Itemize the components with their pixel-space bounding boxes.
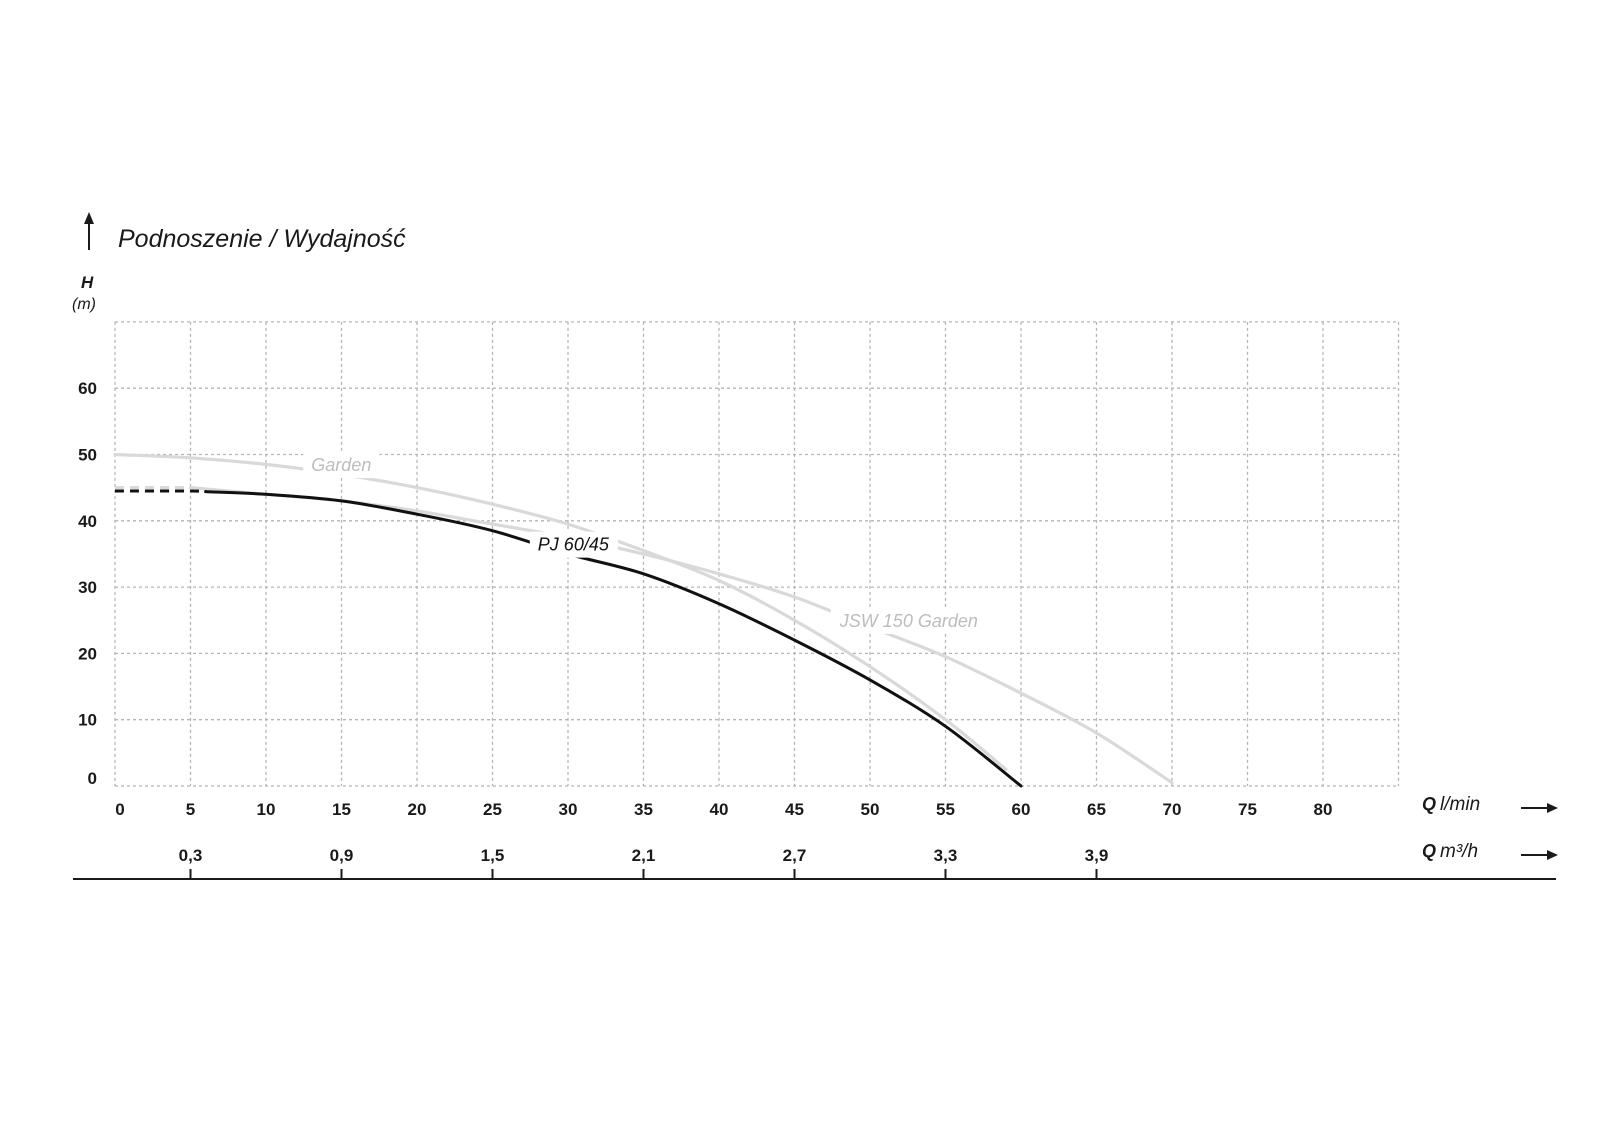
x-tick-label: 25	[483, 800, 502, 819]
x-tick-label: 60	[1012, 800, 1031, 819]
chart-title: Podnoszenie / Wydajność	[118, 225, 406, 253]
x-tick-label: 70	[1163, 800, 1182, 819]
series-jsw-150-garden-line	[188, 486, 1174, 785]
x-tick-label: 65	[1087, 800, 1106, 819]
x-tick-label: 15	[332, 800, 351, 819]
series-label-jsw-150-garden: JSW 150 Garden	[839, 611, 978, 631]
series-label-garden: Garden	[311, 455, 371, 475]
x-tick-label: 0	[115, 800, 124, 819]
x2-tick-label: 2,7	[783, 846, 807, 865]
x-tick-label: 5	[186, 800, 195, 819]
grid	[114, 321, 1400, 787]
x-tick-label: 75	[1238, 800, 1257, 819]
x-axis-arrow-icon	[1521, 803, 1558, 813]
y-tick-label: 60	[78, 379, 97, 398]
x2-tick-labels: 0,3 0,9 1,5 2,1 2,7 3,3 3,9	[179, 846, 1109, 879]
x2-tick-label: 1,5	[481, 846, 505, 865]
x2-tick-label: 3,3	[934, 846, 958, 865]
y-tick-labels: 0 10 20 30 40 50 60	[78, 379, 97, 788]
y-tick-label: 20	[78, 644, 97, 663]
y-axis-unit: (m)	[72, 296, 96, 313]
x-tick-label: 80	[1314, 800, 1333, 819]
series-label-bg	[830, 607, 986, 634]
x-tick-label: 20	[408, 800, 427, 819]
series-label-bg	[303, 452, 380, 479]
x-tick-label: 50	[861, 800, 880, 819]
x2-axis-arrow-icon	[1521, 850, 1558, 860]
y-axis-label: H	[81, 273, 94, 292]
series-garden-line	[113, 452, 1008, 771]
title-arrow-icon	[84, 212, 94, 250]
x-tick-labels: 0 5 10 15 20 25 30 35 40 45 50 55 60 65 70 75 80	[115, 800, 1332, 819]
x-tick-label: 40	[710, 800, 729, 819]
y-tick-label: 0	[88, 769, 97, 788]
y-tick-label: 30	[78, 578, 97, 597]
x-tick-label: 55	[936, 800, 955, 819]
x-tick-label: 30	[559, 800, 578, 819]
series-pj-60-45-line	[204, 490, 1023, 788]
series-label-bg	[529, 531, 618, 558]
x2-tick-label: 2,1	[632, 846, 656, 865]
series-label-pj-60-45: PJ 60/45	[538, 535, 610, 555]
x-tick-label: 45	[785, 800, 804, 819]
series-layer	[113, 452, 1174, 788]
x-tick-label: 35	[634, 800, 653, 819]
y-tick-label: 50	[78, 446, 97, 465]
x2-tick-label: 3,9	[1085, 846, 1109, 865]
x2-tick-label: 0,3	[179, 846, 203, 865]
x2-tick-label: 0,9	[330, 846, 354, 865]
y-tick-label: 10	[78, 711, 97, 730]
series-labels: Garden JSW 150 Garden PJ 60/45	[303, 452, 986, 634]
series-pj-60-45-dashed	[114, 489, 206, 494]
y-tick-label: 40	[78, 512, 97, 531]
x-tick-label: 10	[257, 800, 276, 819]
